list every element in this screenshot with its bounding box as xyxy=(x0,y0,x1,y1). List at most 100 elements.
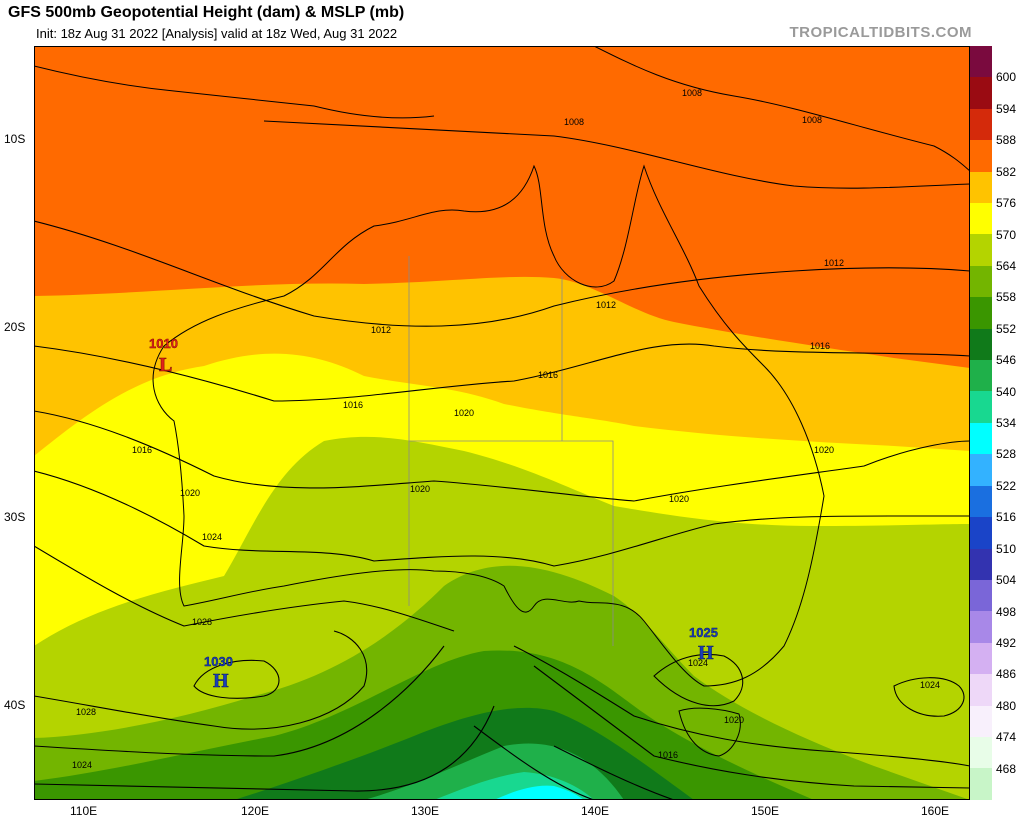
isobar-label: 1012 xyxy=(596,300,616,310)
lon-label: 160E xyxy=(921,804,950,818)
colorbar-cell xyxy=(970,328,992,361)
lat-label: 20S xyxy=(4,320,26,334)
colorbar-label: 600 xyxy=(996,70,1017,85)
isobar-label: 1020 xyxy=(454,408,474,418)
isobar-label: 1012 xyxy=(371,325,391,335)
high-center-1025: 1025 H xyxy=(689,625,718,664)
high-center-1030: 1030 H xyxy=(204,654,233,692)
colorbar-cell xyxy=(970,422,992,455)
isobar-label: 1020 xyxy=(669,494,689,504)
pressure-value: 1030 xyxy=(204,654,233,669)
lat-label: 10S xyxy=(4,132,26,146)
colorbar-cell xyxy=(970,611,992,643)
colorbar-cell xyxy=(970,579,992,612)
colorbar-label: 528 xyxy=(996,447,1017,462)
lat-label: 30S xyxy=(4,510,26,524)
isobar-label: 1008 xyxy=(802,115,822,125)
colorbar-cell xyxy=(970,360,992,392)
indonesia-coastline xyxy=(34,65,435,119)
colorbar-label: 480 xyxy=(996,698,1017,713)
colorbar-cell xyxy=(970,203,992,235)
high-letter: H xyxy=(698,642,714,664)
colorbar-cell xyxy=(970,642,992,675)
isobar-label: 1008 xyxy=(682,88,702,98)
isobar-labels: 1008 1008 1008 1012 1012 1012 1016 1016 … xyxy=(72,88,940,770)
colorbar-label: 546 xyxy=(996,353,1017,368)
colorbar-label: 588 xyxy=(996,133,1017,148)
colorbar-cell xyxy=(970,108,992,141)
isobar-label: 1020 xyxy=(410,484,430,494)
colorbar-label: 534 xyxy=(996,416,1017,430)
isobar-label: 1024 xyxy=(202,532,222,542)
isobar-label: 1028 xyxy=(76,707,96,717)
lon-label: 130E xyxy=(411,804,440,818)
isobar-label: 1016 xyxy=(343,400,363,410)
colorbar-label: 510 xyxy=(996,541,1017,556)
colorbar-label: 540 xyxy=(996,384,1017,399)
colorbar-label: 522 xyxy=(996,478,1017,493)
isobar-label: 1016 xyxy=(538,370,558,380)
colorbar-cell xyxy=(970,297,992,329)
colorbar-label: 474 xyxy=(996,730,1017,745)
isobar-label: 1020 xyxy=(814,445,834,455)
lon-label: 140E xyxy=(581,804,610,818)
colorbar-label: 516 xyxy=(996,510,1017,525)
isobar-layer xyxy=(34,120,970,800)
isobar-label: 1024 xyxy=(688,658,708,668)
colorbar-label: 486 xyxy=(996,667,1017,682)
colorbar-cell xyxy=(970,674,992,706)
isobar-label: 1024 xyxy=(920,680,940,690)
pressure-value: 1010 xyxy=(149,336,178,351)
isobar-label: 1020 xyxy=(180,488,200,498)
colorbar-label: 594 xyxy=(996,101,1017,116)
isobar-label: 1016 xyxy=(810,341,830,351)
isobar-label: 1020 xyxy=(724,715,744,725)
band-534 xyxy=(494,785,584,800)
colorbar-label: 564 xyxy=(996,258,1017,273)
brand-watermark: TROPICALTIDBITS.COM xyxy=(789,24,972,41)
map-panel: 1008 1008 1008 1012 1012 1012 1016 1016 … xyxy=(34,46,970,800)
colorbar-cell xyxy=(970,140,992,172)
colorbar-label: 468 xyxy=(996,761,1017,776)
isobar-label: 1024 xyxy=(72,760,92,770)
colorbar-label: 498 xyxy=(996,604,1017,619)
colorbar-cell xyxy=(970,485,992,518)
chart-title: GFS 500mb Geopotential Height (dam) & MS… xyxy=(8,4,405,21)
colorbar-cell xyxy=(970,768,992,800)
colorbar-label: 582 xyxy=(996,164,1017,179)
pressure-value: 1025 xyxy=(689,625,718,640)
high-letter: H xyxy=(213,670,229,692)
colorbar-cell xyxy=(970,46,992,78)
colorbar-cell xyxy=(970,77,992,109)
colorbar-label: 552 xyxy=(996,321,1017,336)
height-fill-layer xyxy=(34,46,970,800)
isobar-label: 1008 xyxy=(564,117,584,127)
lat-label: 40S xyxy=(4,698,26,712)
colorbar xyxy=(970,46,992,800)
lon-label: 110E xyxy=(70,804,98,818)
low-letter: L xyxy=(159,354,172,376)
tasmania-coastline xyxy=(678,707,741,757)
colorbar-cell xyxy=(970,171,992,204)
colorbar-label: 576 xyxy=(996,196,1017,211)
colorbar-label: 570 xyxy=(996,227,1017,242)
isobar-label: 1028 xyxy=(192,617,212,627)
chart-subtitle: Init: 18z Aug 31 2022 [Analysis] valid a… xyxy=(36,26,398,41)
colorbar-label: 558 xyxy=(996,290,1017,305)
colorbar-cell xyxy=(970,705,992,737)
map-frame xyxy=(34,46,970,800)
lon-label: 120E xyxy=(241,804,270,818)
colorbar-cell xyxy=(970,517,992,549)
colorbar-cell xyxy=(970,548,992,580)
new-guinea-coastline xyxy=(593,46,970,172)
australia-coastline xyxy=(152,164,825,687)
colorbar-cell xyxy=(970,265,992,298)
colorbar-label: 504 xyxy=(996,573,1017,588)
lon-label: 150E xyxy=(751,804,780,818)
isobar-label: 1016 xyxy=(132,445,152,455)
colorbar-cell xyxy=(970,454,992,486)
isobar-label: 1016 xyxy=(658,750,678,760)
coastline-layer xyxy=(34,46,970,757)
colorbar-cell xyxy=(970,234,992,266)
colorbar-cell xyxy=(970,391,992,423)
